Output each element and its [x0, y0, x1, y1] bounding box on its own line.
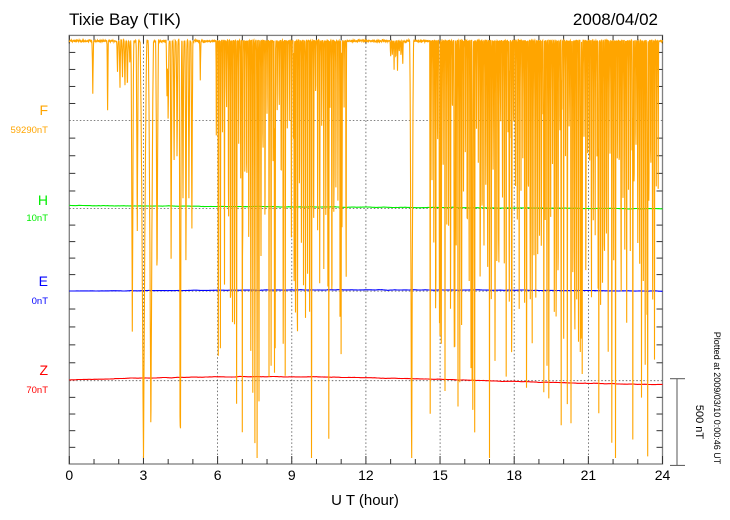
svg-text:Tixie Bay (TIK): Tixie Bay (TIK): [69, 10, 181, 29]
svg-text:9: 9: [288, 467, 296, 483]
svg-text:70nT: 70nT: [26, 385, 48, 396]
svg-text:3: 3: [140, 467, 148, 483]
svg-text:59290nT: 59290nT: [10, 125, 48, 136]
svg-text:15: 15: [432, 467, 448, 483]
svg-text:E: E: [39, 273, 48, 289]
svg-text:2008/04/02: 2008/04/02: [573, 10, 658, 29]
svg-text:18: 18: [506, 467, 522, 483]
svg-text:Z: Z: [39, 362, 48, 378]
svg-text:500 nT: 500 nT: [693, 405, 705, 440]
svg-text:U T (hour): U T (hour): [331, 492, 399, 509]
svg-text:10nT: 10nT: [26, 213, 48, 224]
svg-text:0: 0: [65, 467, 73, 483]
svg-text:F: F: [39, 102, 48, 118]
svg-text:Plotted at 2009/03/10 0:00:46: Plotted at 2009/03/10 0:00:46 UT: [712, 332, 722, 465]
svg-text:21: 21: [581, 467, 597, 483]
svg-text:12: 12: [358, 467, 374, 483]
svg-text:24: 24: [655, 467, 671, 483]
svg-text:6: 6: [214, 467, 222, 483]
svg-text:0nT: 0nT: [32, 296, 49, 307]
svg-text:H: H: [38, 192, 48, 208]
